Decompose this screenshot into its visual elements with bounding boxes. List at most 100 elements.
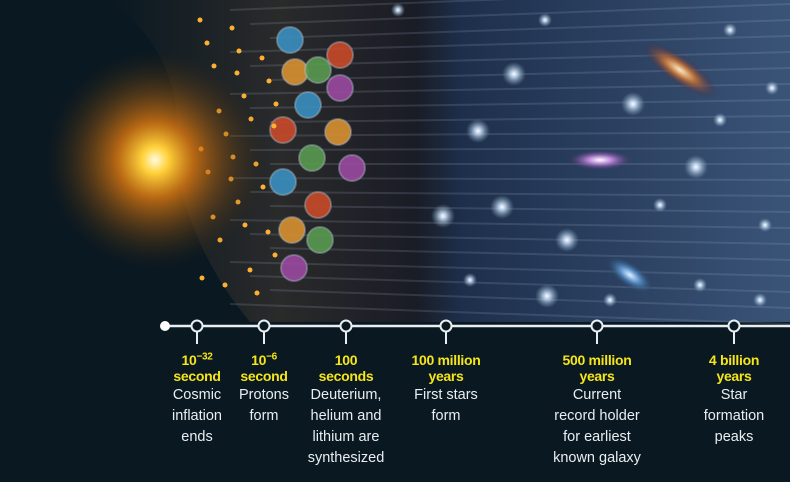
galaxy-blue [606, 256, 654, 294]
time-value: 10 [181, 352, 197, 368]
milestone-time: 100 million years [356, 352, 536, 384]
star [684, 155, 708, 179]
streak [269, 115, 790, 123]
description-line: Current [572, 387, 622, 403]
galaxy-purple [568, 150, 632, 170]
particle-cluster [338, 154, 366, 182]
particle-cluster [326, 74, 354, 102]
particle-cluster [276, 26, 304, 54]
quark-dot [265, 229, 271, 235]
time-unit: second [240, 368, 288, 384]
description-line: Cosmic [172, 387, 222, 403]
particle-cluster [294, 91, 322, 119]
particle-cluster [326, 41, 354, 69]
time-exponent: −6 [266, 351, 277, 363]
time-unit: seconds [318, 368, 374, 384]
milestone-label: 500 million years Current record holder for … [507, 352, 687, 469]
particle-cluster [304, 56, 332, 84]
milestone-label: 10−32 second Cosmic inflation ends [107, 352, 287, 448]
milestone-node [727, 319, 741, 333]
star [555, 228, 579, 252]
milestone-label: 4 billion years Star formation peaks [644, 352, 790, 448]
quark-dot [234, 70, 240, 76]
particle-cluster [280, 254, 308, 282]
quark-dot [222, 282, 228, 288]
streak [249, 147, 790, 151]
milestone-description: Star formation peaks [644, 385, 790, 448]
star [391, 3, 405, 17]
milestone-description: Cosmic inflation ends [107, 385, 287, 448]
star [463, 273, 477, 287]
time-unit: years [716, 368, 752, 384]
milestone-time: 10−6 second [174, 352, 354, 384]
time-value: 100 [334, 352, 358, 368]
particle-cluster [278, 216, 306, 244]
quark-dot [247, 267, 253, 273]
milestone-node [439, 319, 453, 333]
milestone-time: 500 million years [507, 352, 687, 384]
quark-dot [259, 55, 265, 61]
quark-dot [266, 78, 272, 84]
streak [229, 261, 790, 277]
description-line: ends [181, 429, 213, 445]
description-line: Deuterium, [310, 387, 382, 403]
quark-dot [199, 275, 205, 281]
milestone-node [590, 319, 604, 333]
star [753, 293, 767, 307]
quark-dot [273, 101, 279, 107]
milestone-label: 100 seconds Deuterium, helium and lithium ar… [256, 352, 436, 469]
particle-cluster [269, 116, 297, 144]
streak [269, 289, 790, 309]
star [538, 13, 552, 27]
milestone-label: 100 million years First stars form [356, 352, 536, 427]
milestone-description: First stars form [356, 385, 536, 427]
star [431, 204, 455, 228]
description-line: helium and [310, 408, 382, 424]
quark-dot [271, 123, 277, 129]
star [653, 198, 667, 212]
description-line: peaks [714, 429, 754, 445]
quark-dot [229, 25, 235, 31]
streak [269, 19, 790, 39]
streak [249, 233, 790, 245]
milestone-time: 100 seconds [256, 352, 436, 384]
star [758, 218, 772, 232]
time-unit: years [579, 368, 615, 384]
streak [229, 35, 790, 53]
streak [249, 3, 790, 25]
description-line: inflation [172, 408, 222, 424]
time-value: 100 million [411, 352, 481, 368]
milestone-description: Deuterium, helium and lithium are synthesiz… [256, 385, 436, 469]
streak [229, 131, 790, 137]
time-value: 10 [251, 352, 267, 368]
particle-cluster [298, 144, 326, 172]
description-line: Protons [239, 387, 289, 403]
stars [391, 3, 779, 308]
galaxy-spiral [642, 41, 718, 99]
star [502, 62, 526, 86]
description-line: for earliest [563, 429, 631, 445]
description-line: record holder [554, 408, 640, 424]
quark-dot [272, 252, 278, 258]
quark-dot [254, 290, 260, 296]
quark-dot [197, 17, 203, 23]
time-unit: second [173, 368, 221, 384]
timeline-start-dot [160, 321, 170, 331]
star [723, 23, 737, 37]
streak [249, 191, 790, 197]
star [535, 284, 559, 308]
quark-dot [236, 48, 242, 54]
streak [229, 0, 511, 11]
time-value: 4 billion [708, 352, 760, 368]
description-line: known galaxy [553, 450, 641, 466]
milestone-time: 10−32 second [107, 352, 287, 384]
milestone-description: Current record holder for earliest known ga… [507, 385, 687, 469]
time-unit: years [428, 368, 464, 384]
description-line: Star [720, 387, 748, 403]
streak [229, 219, 790, 229]
particle-cluster [324, 118, 352, 146]
particle-cluster [304, 191, 332, 219]
particle-cluster [306, 226, 334, 254]
streak [249, 99, 790, 109]
